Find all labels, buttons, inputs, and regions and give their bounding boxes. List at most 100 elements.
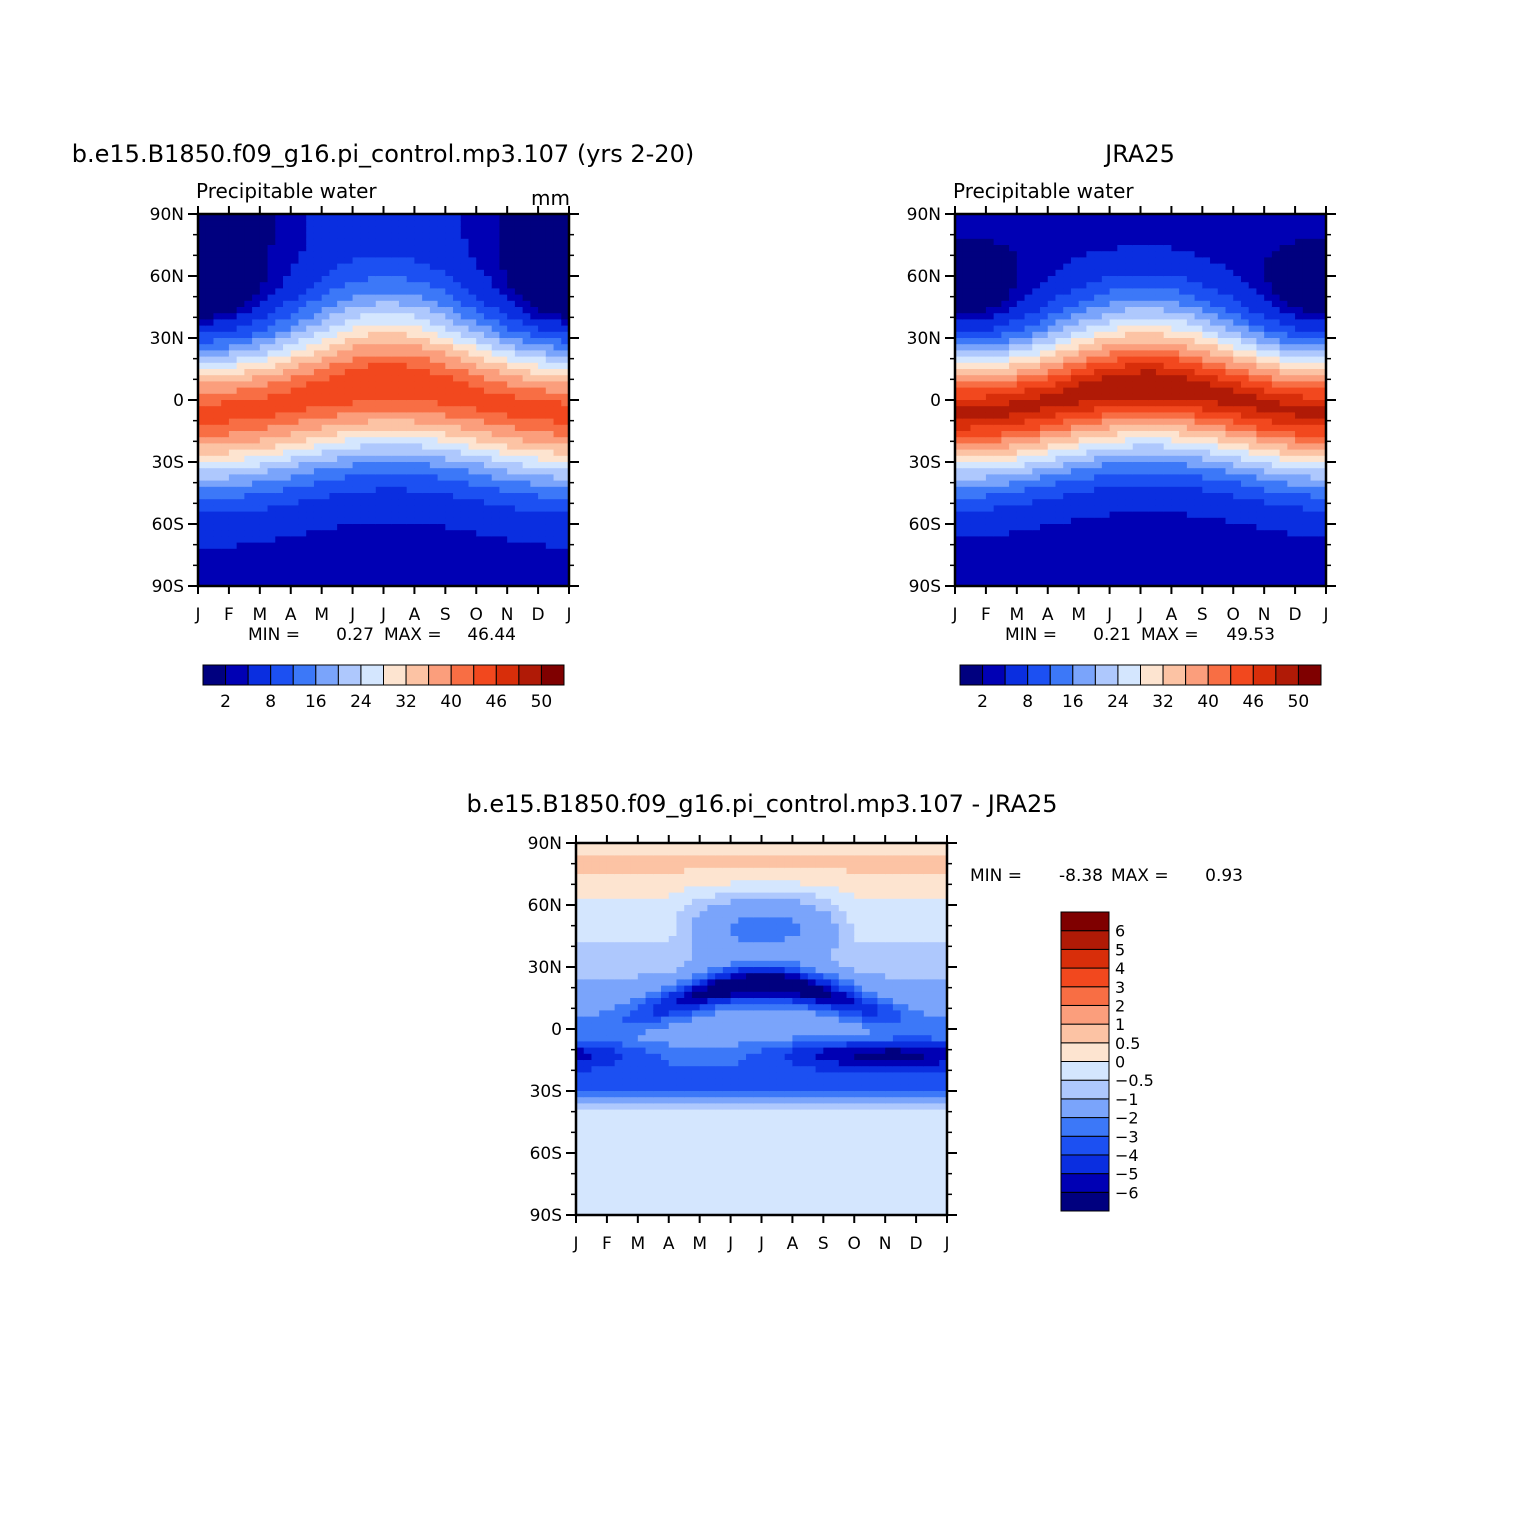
heat-cell xyxy=(530,362,539,370)
heat-cell xyxy=(1109,369,1118,376)
heat-cell xyxy=(383,369,392,376)
heat-cell xyxy=(1186,536,1196,544)
heat-cell xyxy=(1047,251,1057,258)
heat-cell xyxy=(962,288,972,296)
heat-cell xyxy=(1009,548,1018,556)
heat-cell xyxy=(955,437,964,444)
heat-cell xyxy=(507,486,516,494)
heat-cell xyxy=(329,387,338,395)
heat-cell xyxy=(306,282,315,289)
heat-cell xyxy=(205,530,215,537)
heat-cell xyxy=(298,555,307,562)
heat-cell xyxy=(1070,294,1080,302)
heat-cell xyxy=(1171,418,1180,426)
heat-cell xyxy=(1009,393,1018,401)
heat-cell xyxy=(962,486,972,494)
heat-cell xyxy=(483,356,493,364)
heat-cell xyxy=(1040,294,1049,302)
heat-cell xyxy=(1132,294,1142,302)
heat-cell xyxy=(491,307,501,314)
heat-cell xyxy=(275,499,284,506)
heat-cell xyxy=(1086,251,1095,258)
heat-cell xyxy=(1163,307,1173,314)
heat-cell xyxy=(337,226,346,234)
heat-cell xyxy=(344,350,354,358)
heat-cell xyxy=(1140,245,1149,252)
heat-cell xyxy=(1086,356,1095,364)
heat-cell xyxy=(1140,232,1149,240)
heat-cell xyxy=(329,542,338,550)
heat-cell xyxy=(1032,443,1041,451)
heat-cell xyxy=(1179,300,1188,308)
heat-cell xyxy=(970,474,979,482)
heat-cell xyxy=(955,319,964,327)
heat-cell xyxy=(538,536,547,544)
heat-cell xyxy=(275,344,284,351)
heat-cell xyxy=(522,220,531,227)
heat-cell xyxy=(1171,524,1180,531)
heat-cell xyxy=(1086,530,1095,537)
heat-cell xyxy=(1055,455,1064,463)
heat-cell xyxy=(259,505,269,513)
heat-cell xyxy=(306,232,315,240)
heat-cell xyxy=(955,517,964,525)
heat-cell xyxy=(453,220,462,227)
heat-cell xyxy=(244,412,253,420)
heat-cell xyxy=(221,424,230,432)
heat-cell xyxy=(1163,505,1173,513)
heat-cell xyxy=(1132,214,1142,221)
heat-cell xyxy=(321,431,330,438)
heat-cell xyxy=(1094,468,1103,475)
heat-cell xyxy=(329,517,338,525)
heat-cell xyxy=(1163,245,1173,252)
heat-cell xyxy=(468,555,477,562)
heat-cell xyxy=(453,493,462,500)
heat-cell xyxy=(383,542,392,550)
heat-cell xyxy=(1086,226,1095,234)
heat-cell xyxy=(1047,245,1057,252)
heat-cell xyxy=(1009,573,1018,581)
heat-cell xyxy=(429,269,439,277)
heat-cell xyxy=(283,350,292,358)
heat-cell xyxy=(252,356,261,364)
heat-cell xyxy=(514,431,524,438)
heat-cell xyxy=(1047,406,1057,413)
heat-cell xyxy=(306,300,315,308)
heat-cell xyxy=(978,486,987,494)
heat-cell xyxy=(1163,387,1173,395)
heat-cell xyxy=(453,486,462,494)
heat-cell xyxy=(321,381,330,389)
heat-cell xyxy=(1047,307,1057,314)
heat-cell xyxy=(1163,362,1173,370)
heat-cell xyxy=(383,493,392,500)
heat-cell xyxy=(491,232,501,240)
heat-cell xyxy=(313,257,323,265)
heat-cell xyxy=(205,505,215,513)
heat-cell xyxy=(514,257,524,265)
heat-cell xyxy=(483,573,493,581)
heat-cell xyxy=(1032,276,1041,283)
heat-cell xyxy=(1055,245,1064,252)
heat-cell xyxy=(491,437,501,444)
heat-cell xyxy=(1078,567,1087,575)
heat-cell xyxy=(391,375,400,382)
heat-cell xyxy=(538,517,547,525)
heat-cell xyxy=(1155,269,1165,277)
heat-cell xyxy=(1040,474,1049,482)
heat-cell xyxy=(530,356,539,364)
heat-cell xyxy=(1086,474,1095,482)
heat-cell xyxy=(1117,449,1126,457)
heat-cell xyxy=(1148,511,1157,519)
heat-cell xyxy=(228,226,238,234)
heat-cell xyxy=(561,282,570,289)
heat-cell xyxy=(476,455,485,463)
heat-cell xyxy=(368,313,377,320)
heat-cell xyxy=(468,381,477,389)
heat-cell xyxy=(375,412,385,420)
heat-cell xyxy=(236,263,245,271)
min-label: MIN = xyxy=(248,625,300,645)
heat-cell xyxy=(321,536,330,544)
heat-cell xyxy=(259,579,269,587)
heat-cell xyxy=(553,362,562,370)
heat-cell xyxy=(259,530,269,537)
